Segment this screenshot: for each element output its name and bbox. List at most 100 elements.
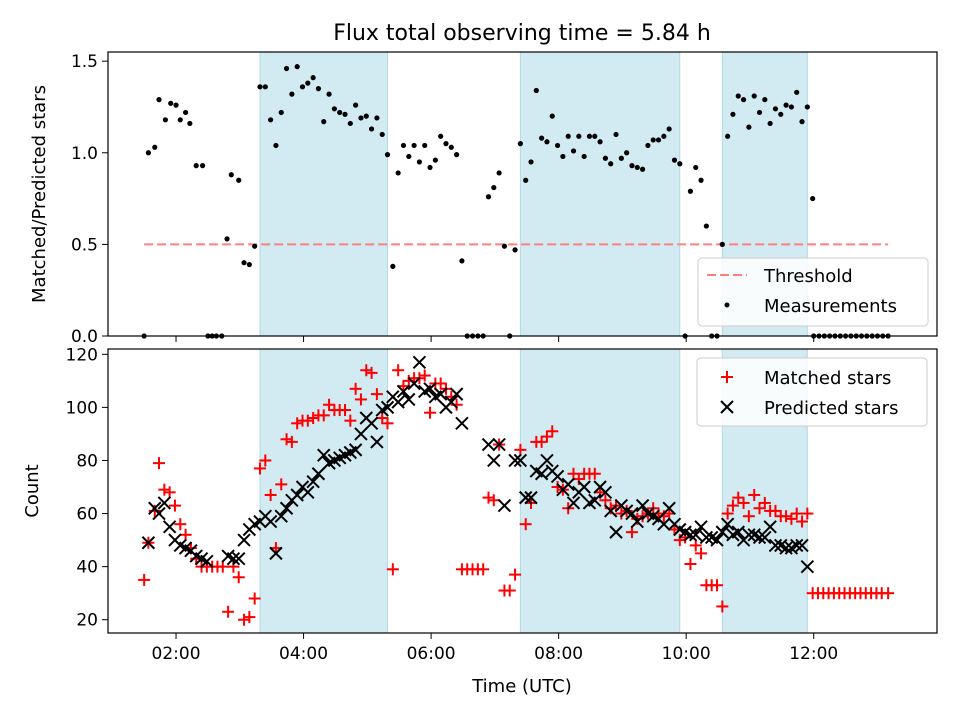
measurement-point — [645, 142, 651, 149]
measurement-point — [145, 150, 151, 156]
predicted-star-point — [348, 443, 363, 457]
predicted-star-point — [630, 514, 644, 529]
matched-star-point — [424, 406, 437, 419]
matched-star-point — [307, 412, 320, 425]
ratio-axis-ticks: 0.0 0.5 1.0 1.5 — [71, 52, 815, 347]
measurement-point — [177, 117, 183, 123]
predicted-star-point — [731, 525, 745, 539]
matched-star-point — [737, 496, 750, 509]
predicted-star-point — [232, 551, 246, 566]
matched-star-point — [291, 417, 304, 430]
measurement-point — [581, 153, 587, 160]
measurement-point — [485, 194, 492, 200]
measurement-point — [411, 142, 417, 149]
predicted-star-point — [662, 501, 676, 515]
matched-star-point — [280, 433, 293, 446]
measurement-point — [427, 164, 433, 171]
measurement-point — [283, 65, 290, 72]
matched-star-point — [540, 430, 553, 443]
measurement-point — [262, 84, 268, 90]
predicted-star-point — [561, 477, 575, 492]
matched-star-point — [174, 518, 187, 531]
measurement-point — [804, 104, 810, 110]
predicted-star-point — [577, 480, 591, 494]
measurement-point — [639, 166, 646, 172]
matched-star-point — [232, 571, 245, 584]
predicted-star-point — [566, 496, 581, 510]
measurement-point — [310, 75, 316, 81]
y-tick-label: 1.0 — [71, 144, 98, 164]
matched-star-point — [238, 613, 251, 626]
measurement-point — [315, 86, 322, 92]
matched-star-point — [684, 557, 697, 570]
measurement-point — [746, 124, 752, 130]
matched-star-point — [695, 547, 708, 560]
predicted-star-point — [657, 517, 671, 531]
y-tick-label: 100 — [66, 398, 98, 418]
count-plot-frame — [107, 348, 938, 634]
matched-star-point — [360, 364, 373, 377]
measurement-point — [168, 100, 174, 106]
matched-star-point — [588, 467, 601, 480]
matched-star-point — [386, 563, 399, 576]
measurement-point — [772, 106, 779, 112]
measurement-point — [629, 163, 635, 169]
matched-star-point — [344, 414, 357, 427]
predicted-star-point — [263, 514, 278, 529]
predicted-star-point — [279, 501, 294, 515]
matched-star-point — [248, 592, 261, 605]
measurement-point — [400, 142, 407, 149]
measurement-point — [187, 120, 193, 127]
measurement-point — [305, 80, 311, 86]
predicted-star-point — [157, 496, 172, 510]
matched-star-point — [482, 491, 495, 504]
measurement-point — [443, 141, 449, 147]
predicted-star-point — [311, 467, 326, 481]
predicted-star-point — [588, 493, 602, 507]
predicted-star-point — [455, 416, 469, 431]
predicted-star-point — [407, 376, 421, 391]
count-legend-box — [696, 357, 928, 427]
measurement-point — [241, 260, 247, 266]
measurement-point — [740, 97, 747, 103]
measurement-point — [570, 148, 577, 154]
matched-star-point — [796, 515, 809, 528]
predicted-star-point — [396, 384, 411, 399]
matched-star-point — [882, 587, 895, 600]
predicted-star-point — [758, 530, 772, 545]
predicted-star-point — [492, 437, 506, 452]
x-axis-label: Time (UTC) — [471, 676, 572, 697]
measurement-point — [719, 241, 725, 247]
predicted-star-point — [433, 387, 448, 401]
predicted-star-point — [779, 541, 793, 555]
measurement-point — [751, 93, 757, 99]
measurement-point — [454, 152, 460, 158]
measurement-point — [560, 153, 566, 160]
matched-star-point — [726, 499, 739, 512]
predicted-star-point — [141, 536, 156, 550]
measurement-point — [228, 172, 234, 178]
measurement-point — [337, 109, 343, 116]
predicted-star-point — [790, 538, 804, 553]
measurement-point — [544, 139, 550, 145]
predicted-legend-label: Predicted stars — [764, 398, 898, 419]
measurement-point — [246, 261, 252, 268]
measurement-point — [294, 64, 300, 70]
y-tick-label: 20 — [76, 611, 98, 631]
predicted-star-point — [550, 469, 565, 484]
matched-star-point — [259, 454, 272, 467]
matched-star-point — [370, 388, 383, 401]
predicted-star-point — [444, 395, 458, 409]
measurement-point — [554, 142, 561, 149]
measurement-point — [491, 184, 497, 191]
measurement-point — [517, 141, 523, 147]
predicted-star-point — [534, 467, 549, 481]
predicted-star-point — [237, 533, 251, 547]
predicted-star-point — [604, 504, 618, 518]
predicted-star-point — [742, 528, 756, 542]
predicted-star-point — [715, 525, 730, 539]
measurement-point — [273, 142, 279, 149]
measurement-point — [374, 115, 380, 121]
x-tick-label: 02:00 — [152, 644, 201, 664]
count-axis-ticks: 02:00 04:00 06:00 08:00 10:00 12:00 20 40 60 80 10… — [66, 345, 839, 664]
